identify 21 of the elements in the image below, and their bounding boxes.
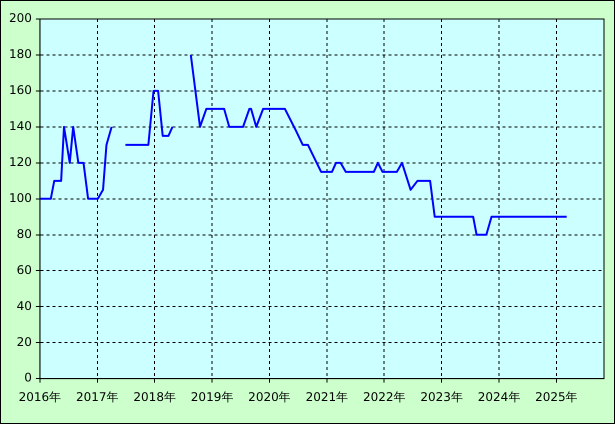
x-tick-label: 2019年 bbox=[190, 390, 234, 404]
x-tick-label: 2022年 bbox=[362, 390, 406, 404]
x-tick-label: 2024年 bbox=[478, 390, 520, 404]
y-tick-label: 200 bbox=[9, 11, 32, 26]
y-tick-label: 0 bbox=[24, 370, 32, 385]
y-tick-label: 120 bbox=[9, 154, 32, 169]
x-tick-label: 2025年 bbox=[535, 390, 578, 404]
y-tick-label: 80 bbox=[16, 226, 32, 241]
y-tick-label: 140 bbox=[9, 119, 32, 134]
y-tick-label: 180 bbox=[9, 47, 32, 62]
x-tick-label: 2023年 bbox=[420, 390, 463, 404]
y-tick-label: 60 bbox=[16, 262, 32, 277]
y-tick-label: 100 bbox=[9, 190, 32, 205]
x-tick-label: 2016年 bbox=[18, 390, 62, 404]
x-tick-label: 2020年 bbox=[248, 390, 291, 404]
x-tick-label: 2017年 bbox=[76, 390, 119, 404]
x-tick-label: 2018年 bbox=[133, 390, 176, 404]
y-tick-label: 40 bbox=[16, 298, 32, 313]
x-tick-label: 2021年 bbox=[306, 390, 348, 404]
y-tick-label: 20 bbox=[16, 334, 32, 349]
y-tick-label: 160 bbox=[9, 83, 32, 98]
